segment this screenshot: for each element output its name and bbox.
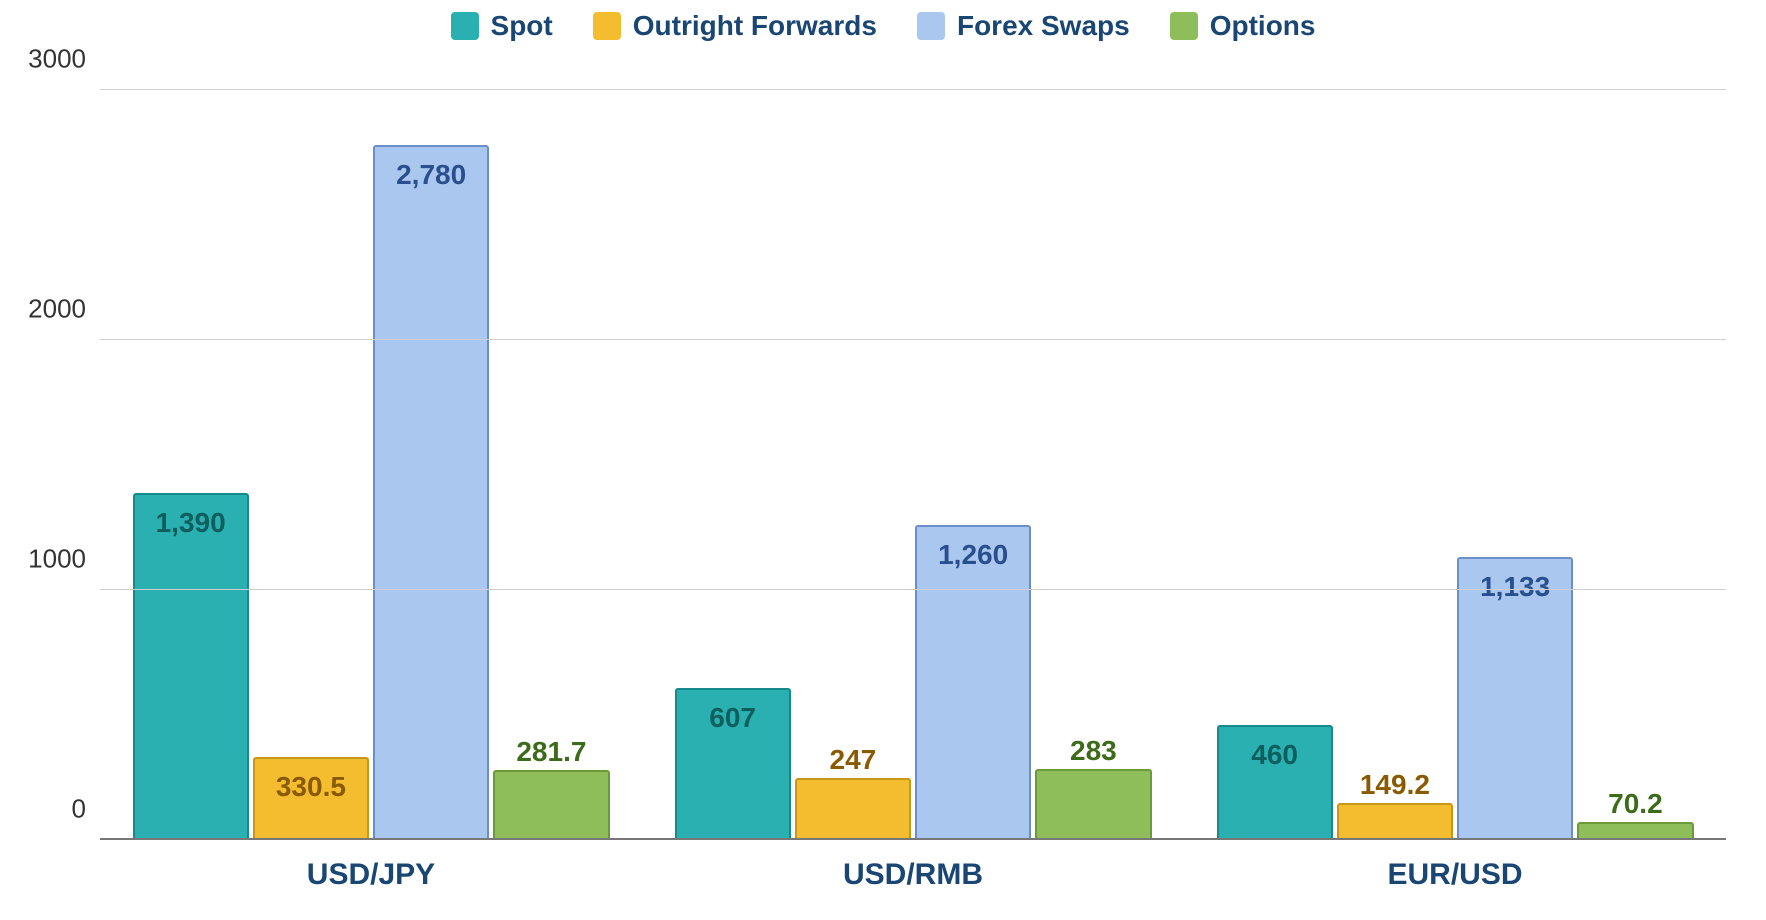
legend-label-outright-forwards: Outright Forwards: [633, 10, 877, 42]
legend-swatch-spot: [451, 12, 479, 40]
y-tick-label: 0: [6, 794, 86, 825]
bar: 1,260: [915, 525, 1031, 840]
bar-value-label: 1,133: [1480, 571, 1550, 603]
legend-swatch-options: [1170, 12, 1198, 40]
bars: 1,390 330.5 2,780 281.7: [133, 90, 610, 840]
chart-legend: Spot Outright Forwards Forex Swaps Optio…: [0, 10, 1766, 42]
bar: 1,133: [1457, 557, 1573, 840]
gridline: [100, 589, 1726, 590]
legend-swatch-forex-swaps: [917, 12, 945, 40]
bar-value-label: 1,390: [156, 507, 226, 539]
gridline: [100, 339, 1726, 340]
bar-group: 1,390330.52,780281.7USD/JPY: [100, 90, 642, 840]
x-axis-label: USD/JPY: [100, 858, 642, 892]
plot-area: 1,390330.52,780281.7USD/JPY6072471,26028…: [100, 90, 1726, 840]
bar-value-label: 2,780: [396, 159, 466, 191]
bar: 149.2: [1337, 803, 1453, 840]
bars: 607 247 1,260 283: [675, 90, 1152, 840]
bar: 607: [675, 688, 791, 840]
legend-label-spot: Spot: [491, 10, 553, 42]
x-axis-line: [100, 838, 1726, 840]
bar-group: 6072471,260283USD/RMB: [642, 90, 1184, 840]
bar: 247: [795, 778, 911, 840]
bar: 2,780: [373, 145, 489, 840]
legend-label-options: Options: [1210, 10, 1316, 42]
bar-value-label: 247: [830, 744, 877, 776]
bar-chart: Spot Outright Forwards Forex Swaps Optio…: [0, 0, 1766, 920]
bar: 1,390: [133, 493, 249, 841]
bar-group: 460149.21,13370.2EUR/USD: [1184, 90, 1726, 840]
gridline: [100, 89, 1726, 90]
bar-value-label: 460: [1251, 739, 1298, 771]
bar: 460: [1217, 725, 1333, 840]
bar-value-label: 70.2: [1608, 788, 1663, 820]
bar-value-label: 149.2: [1360, 769, 1430, 801]
legend-item-forex-swaps: Forex Swaps: [917, 10, 1130, 42]
bar: 283: [1035, 769, 1151, 840]
legend-item-options: Options: [1170, 10, 1316, 42]
legend-item-outright-forwards: Outright Forwards: [593, 10, 877, 42]
bar: 281.7: [493, 770, 609, 840]
bar-value-label: 283: [1070, 735, 1117, 767]
bar-value-label: 330.5: [276, 771, 346, 803]
y-tick-label: 3000: [6, 44, 86, 75]
y-tick-label: 2000: [6, 294, 86, 325]
legend-label-forex-swaps: Forex Swaps: [957, 10, 1130, 42]
bar-value-label: 607: [709, 702, 756, 734]
bar-groups: 1,390330.52,780281.7USD/JPY6072471,26028…: [100, 90, 1726, 840]
bars: 460 149.2 1,133 70.2: [1217, 90, 1694, 840]
bar-value-label: 281.7: [516, 736, 586, 768]
legend-swatch-outright-forwards: [593, 12, 621, 40]
bar: 330.5: [253, 757, 369, 840]
bar-value-label: 1,260: [938, 539, 1008, 571]
legend-item-spot: Spot: [451, 10, 553, 42]
x-axis-label: EUR/USD: [1184, 858, 1726, 892]
x-axis-label: USD/RMB: [642, 858, 1184, 892]
y-tick-label: 1000: [6, 544, 86, 575]
